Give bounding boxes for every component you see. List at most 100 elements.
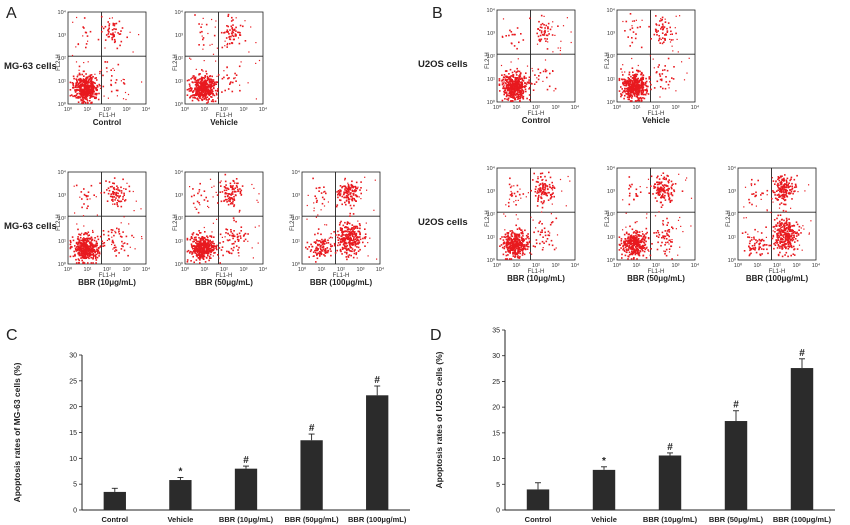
flow-x-tick: 10³ xyxy=(672,105,680,111)
flow-x-tick: 10⁰ xyxy=(64,266,73,273)
flow-y-tick: 10⁰ xyxy=(58,261,67,268)
flow-y-tick: 10¹ xyxy=(292,239,300,245)
bar xyxy=(103,491,126,510)
flow-x-label: FL1-H xyxy=(333,273,350,279)
flow-x-tick: 10⁴ xyxy=(691,262,700,269)
flow-y-tick: 10¹ xyxy=(487,77,495,83)
flow-x-tick: 10¹ xyxy=(513,105,521,111)
flow-x-label: FL1-H xyxy=(528,269,545,275)
x-category-label: Vehicle xyxy=(591,515,617,524)
flow-y-tick: 10³ xyxy=(58,193,66,199)
flow-x-tick: 10¹ xyxy=(754,263,762,269)
flow-condition-label: Control xyxy=(522,116,550,125)
flow-y-tick: 10⁴ xyxy=(728,165,737,172)
flow-y-tick: 10¹ xyxy=(607,235,615,241)
flow-y-tick: 10¹ xyxy=(728,235,736,241)
flow-x-tick: 10⁴ xyxy=(259,266,268,273)
flow-y-label: FL2-H xyxy=(485,210,491,227)
row-label: MG-63 cells xyxy=(4,221,57,232)
flow-x-tick: 10³ xyxy=(552,263,560,269)
bar xyxy=(592,469,616,510)
flow-dots xyxy=(69,177,143,264)
flow-x-tick: 10³ xyxy=(672,263,680,269)
flow-x-tick: 10³ xyxy=(240,267,248,273)
flow-x-tick: 10¹ xyxy=(201,107,209,113)
flow-x-tick: 10¹ xyxy=(513,263,521,269)
flow-x-tick: 10² xyxy=(532,263,540,269)
significance-mark: # xyxy=(799,348,805,359)
flow-y-tick: 10⁴ xyxy=(607,165,616,172)
flow-y-label: FL2-H xyxy=(485,52,491,69)
y-tick-label: 15 xyxy=(69,430,77,437)
row-label: MG-63 cells xyxy=(4,61,57,72)
flow-x-tick: 10³ xyxy=(123,267,131,273)
row-label: U2OS cells xyxy=(418,59,468,70)
flow-x-tick: 10⁴ xyxy=(142,266,151,273)
bar xyxy=(658,455,682,510)
flow-dots xyxy=(741,174,812,258)
significance-mark: # xyxy=(733,400,739,411)
y-tick-label: 5 xyxy=(73,482,77,489)
flow-y-label: FL2-H xyxy=(726,210,732,227)
flow-x-label: FL1-H xyxy=(216,273,233,279)
flow-y-tick: 10⁰ xyxy=(487,257,496,264)
flow-x-label: FL1-H xyxy=(528,111,545,117)
flow-x-tick: 10² xyxy=(337,267,345,273)
flow-condition-label: BBR (50μg/mL) xyxy=(195,278,253,287)
flow-y-tick: 10³ xyxy=(728,189,736,195)
flow-y-tick: 10¹ xyxy=(58,239,66,245)
x-category-label: Control xyxy=(101,515,128,524)
bar xyxy=(526,489,550,510)
bar xyxy=(234,468,258,510)
flow-y-tick: 10² xyxy=(607,54,615,60)
flow-y-label: FL2-H xyxy=(173,214,179,231)
significance-mark: # xyxy=(243,455,249,466)
flow-x-tick: 10² xyxy=(773,263,781,269)
flow-x-label: FL1-H xyxy=(99,113,116,119)
flow-x-tick: 10⁴ xyxy=(142,106,151,113)
panel-letter-a: A xyxy=(6,5,17,22)
flow-y-tick: 10² xyxy=(487,212,495,218)
flow-y-tick: 10¹ xyxy=(175,239,183,245)
flow-y-tick: 10³ xyxy=(58,33,66,39)
bar-chart-c: C 0 5 10 15 20 25 30 Apoptosis rates of MG-63 ce… xyxy=(6,327,410,524)
y-tick-label: 5 xyxy=(496,482,500,489)
flow-y-tick: 10⁰ xyxy=(175,101,184,108)
flow-x-tick: 10² xyxy=(652,263,660,269)
flow-x-tick: 10⁴ xyxy=(812,262,821,269)
flow-x-tick: 10¹ xyxy=(633,263,641,269)
flow-dots xyxy=(186,13,261,104)
flow-x-tick: 10³ xyxy=(793,263,801,269)
flow-y-tick: 10⁰ xyxy=(292,261,301,268)
flow-y-tick: 10⁰ xyxy=(728,257,737,264)
flow-condition-label: BBR (100μg/mL) xyxy=(310,278,373,287)
flow-y-tick: 10⁴ xyxy=(175,169,184,176)
bar xyxy=(790,368,814,510)
flow-y-tick: 10¹ xyxy=(487,235,495,241)
significance-mark: # xyxy=(374,375,380,386)
flow-y-label: FL2-H xyxy=(56,214,62,231)
flow-x-tick: 10¹ xyxy=(633,105,641,111)
row-label: U2OS cells xyxy=(418,217,468,228)
flow-y-tick: 10³ xyxy=(487,31,495,37)
flow-y-tick: 10⁴ xyxy=(607,7,616,14)
flow-condition-label: BBR (10μg/mL) xyxy=(507,274,565,283)
flow-x-tick: 10¹ xyxy=(201,267,209,273)
flow-x-tick: 10³ xyxy=(357,267,365,273)
x-category-label: BBR (50μg/mL) xyxy=(285,515,340,524)
y-tick-label: 0 xyxy=(496,508,500,515)
flow-y-tick: 10³ xyxy=(607,189,615,195)
flow-dots xyxy=(499,171,571,260)
flow-condition-label: BBR (100μg/mL) xyxy=(746,274,809,283)
flow-y-tick: 10² xyxy=(175,56,183,62)
bar-chart-d: D 0 5 10 15 20 25 30 35 Apoptosis rates of U2OS c… xyxy=(430,327,835,524)
significance-mark: * xyxy=(602,456,606,467)
y-tick-label: 20 xyxy=(492,405,500,412)
panel-letter-c: C xyxy=(6,327,18,344)
bar xyxy=(366,395,389,510)
flow-x-tick: 10⁴ xyxy=(376,266,385,273)
flow-dots xyxy=(618,13,690,102)
flow-x-tick: 10¹ xyxy=(84,267,92,273)
x-category-label: BBR (50μg/mL) xyxy=(709,515,764,524)
